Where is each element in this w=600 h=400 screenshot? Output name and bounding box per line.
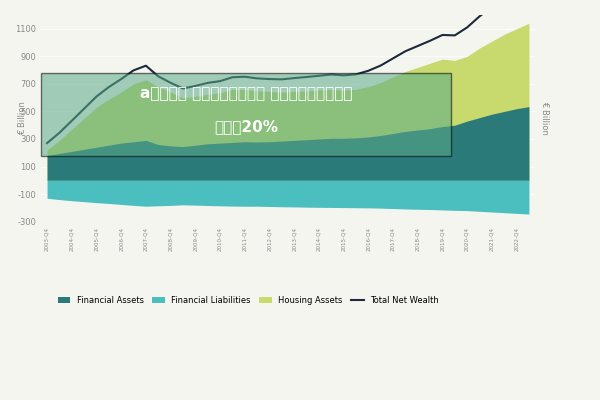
Y-axis label: € Billion: € Billion [540,101,549,135]
Legend: Financial Assets, Financial Liabilities, Housing Assets, Total Net Wealth: Financial Assets, Financial Liabilities,… [55,293,442,308]
FancyBboxPatch shape [41,73,451,156]
Text: a股加杠杆 渠道深耕品类突破 洽洽食品上半年利润: a股加杠杆 渠道深耕品类突破 洽洽食品上半年利润 [140,86,352,101]
Text: 增速败20%: 增速败20% [214,119,278,134]
Y-axis label: € Billion: € Billion [18,101,27,135]
